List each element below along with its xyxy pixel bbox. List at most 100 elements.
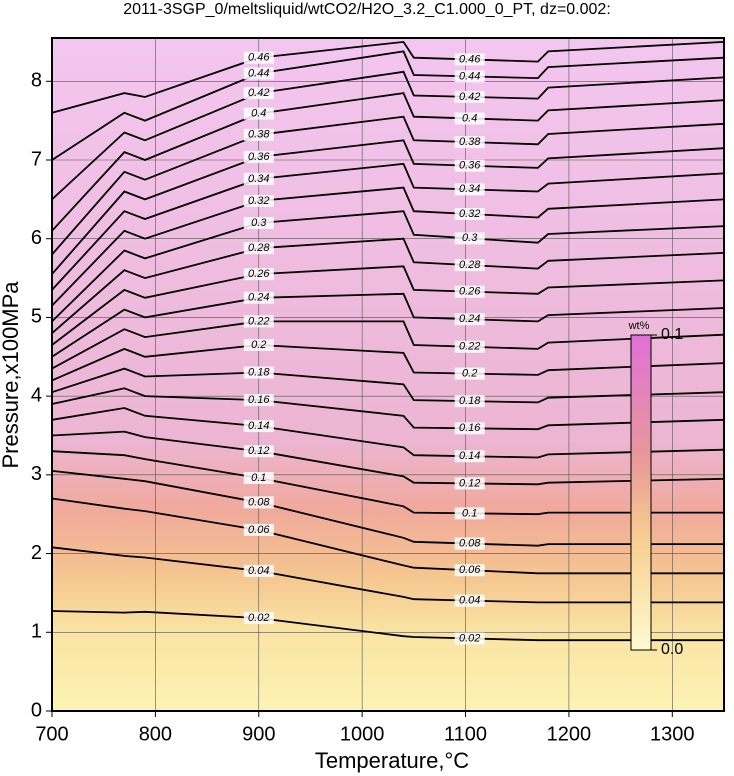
contour-label: 0.14 — [459, 450, 480, 462]
colorbar — [630, 334, 652, 651]
contour-label: 0.46 — [248, 52, 270, 64]
y-tick-label: 2 — [31, 542, 42, 564]
contour-label-bg — [243, 496, 274, 509]
x-axis-label: Temperature,°C — [315, 748, 469, 773]
contour-label: 0.1 — [462, 507, 477, 519]
contour-line — [51, 367, 725, 404]
contour-label: 0.16 — [459, 422, 481, 434]
contour-line — [51, 237, 725, 334]
contour-label-bg — [243, 291, 274, 304]
contour-label-bg — [454, 159, 485, 172]
contour-label: 0.18 — [459, 395, 481, 407]
contour-line — [51, 292, 725, 358]
contour-label-bg — [454, 422, 485, 435]
contour-label: 0.44 — [459, 70, 480, 82]
contour-label-bg — [454, 285, 485, 298]
contour-line — [51, 162, 725, 291]
contour-label: 0.22 — [248, 315, 269, 327]
contour-line — [51, 92, 725, 232]
contour-label: 0.06 — [459, 564, 481, 576]
y-tick-label: 1 — [31, 621, 42, 643]
contour-line — [51, 497, 724, 575]
y-tick-label: 4 — [31, 384, 42, 406]
contour-line — [51, 610, 724, 642]
contour-label: 0.02 — [459, 632, 480, 644]
contour-label: 0.04 — [459, 595, 480, 607]
contour-label: 0.46 — [459, 53, 481, 65]
contour-line — [51, 115, 725, 256]
contour-label-bg — [454, 340, 485, 353]
contour-label: 0.4 — [462, 112, 477, 124]
contour-label: 0.08 — [459, 537, 481, 549]
contour-label-bg — [454, 507, 485, 520]
x-tick-label: 800 — [139, 723, 172, 745]
contour-label: 0.14 — [248, 420, 269, 432]
contour-label: 0.4 — [251, 107, 266, 119]
contour-line — [51, 344, 725, 382]
contour-label-bg — [454, 367, 485, 380]
y-tick-label: 0 — [31, 699, 42, 721]
contour-label-bg — [243, 51, 274, 64]
contour-label-bg — [454, 183, 485, 196]
contour-label-bg — [454, 477, 485, 490]
contour-label-bg — [243, 128, 274, 141]
y-tick-label: 6 — [31, 227, 42, 249]
contour-line — [51, 450, 724, 516]
contour-label: 0.38 — [459, 136, 481, 148]
contour-label-bg — [454, 90, 485, 103]
contours: 0.02 0.02 0.04 0.04 0.06 0.06 0.08 0.08 0.1 0.1 0.… — [51, 40, 725, 645]
contour-label: 0.2 — [462, 368, 477, 380]
contour-label-bg — [243, 366, 274, 379]
contour-label: 0.44 — [248, 67, 269, 79]
chart-title: 2011-3SGP_0/meltsliquid/wtCO2/H2O_3.2_C1… — [123, 1, 611, 18]
contour-label-bg — [454, 136, 485, 149]
contour-line — [51, 139, 725, 275]
contour-label: 0.36 — [459, 160, 481, 172]
contour-line — [51, 407, 725, 459]
contour-label-bg — [454, 632, 485, 645]
contour-label: 0.34 — [248, 173, 269, 185]
contour-label-bg — [243, 472, 274, 485]
contour-label: 0.24 — [248, 292, 269, 304]
contour-label: 0.12 — [248, 445, 269, 457]
contour-label-bg — [243, 216, 274, 229]
contour-label: 0.18 — [248, 366, 270, 378]
contour-label-bg — [243, 612, 274, 625]
y-tick-label: 8 — [31, 70, 42, 92]
contour-label-bg — [243, 523, 274, 536]
contour-label-bg — [454, 594, 485, 607]
contour-label-bg — [243, 338, 274, 351]
contour-label-bg — [454, 208, 485, 221]
contour-label-bg — [454, 564, 485, 577]
contour-line — [51, 186, 725, 307]
contour-label: 0.28 — [459, 259, 481, 271]
contour-label-bg — [454, 112, 485, 125]
contour-label-bg — [243, 268, 274, 281]
contour-label: 0.42 — [459, 91, 480, 103]
contour-line — [51, 50, 725, 161]
y-tick-label: 3 — [31, 463, 42, 485]
contour-label: 0.1 — [251, 472, 266, 484]
contour-label-bg — [243, 564, 274, 577]
contour-line — [51, 265, 725, 346]
x-tick-label: 900 — [242, 723, 275, 745]
contour-label: 0.16 — [248, 394, 270, 406]
contour-line — [51, 387, 725, 431]
contour-label: 0.24 — [459, 313, 480, 325]
contour-label: 0.28 — [248, 242, 270, 254]
y-axis-label: Pressure,x100MPa — [0, 281, 23, 469]
contour-line — [51, 546, 724, 604]
x-tick-label: 1100 — [444, 723, 487, 745]
contour-label: 0.02 — [248, 612, 269, 624]
contour-label-bg — [454, 70, 485, 83]
contour-label-bg — [243, 445, 274, 458]
x-tick-label: 1300 — [650, 723, 695, 745]
plot-background — [52, 38, 724, 711]
y-tick-label: 7 — [31, 148, 42, 170]
contour-label-bg — [243, 420, 274, 433]
contour-label: 0.22 — [459, 341, 480, 353]
contour-label-bg — [243, 315, 274, 328]
contour-line — [51, 210, 725, 323]
contour-label-bg — [454, 232, 485, 245]
